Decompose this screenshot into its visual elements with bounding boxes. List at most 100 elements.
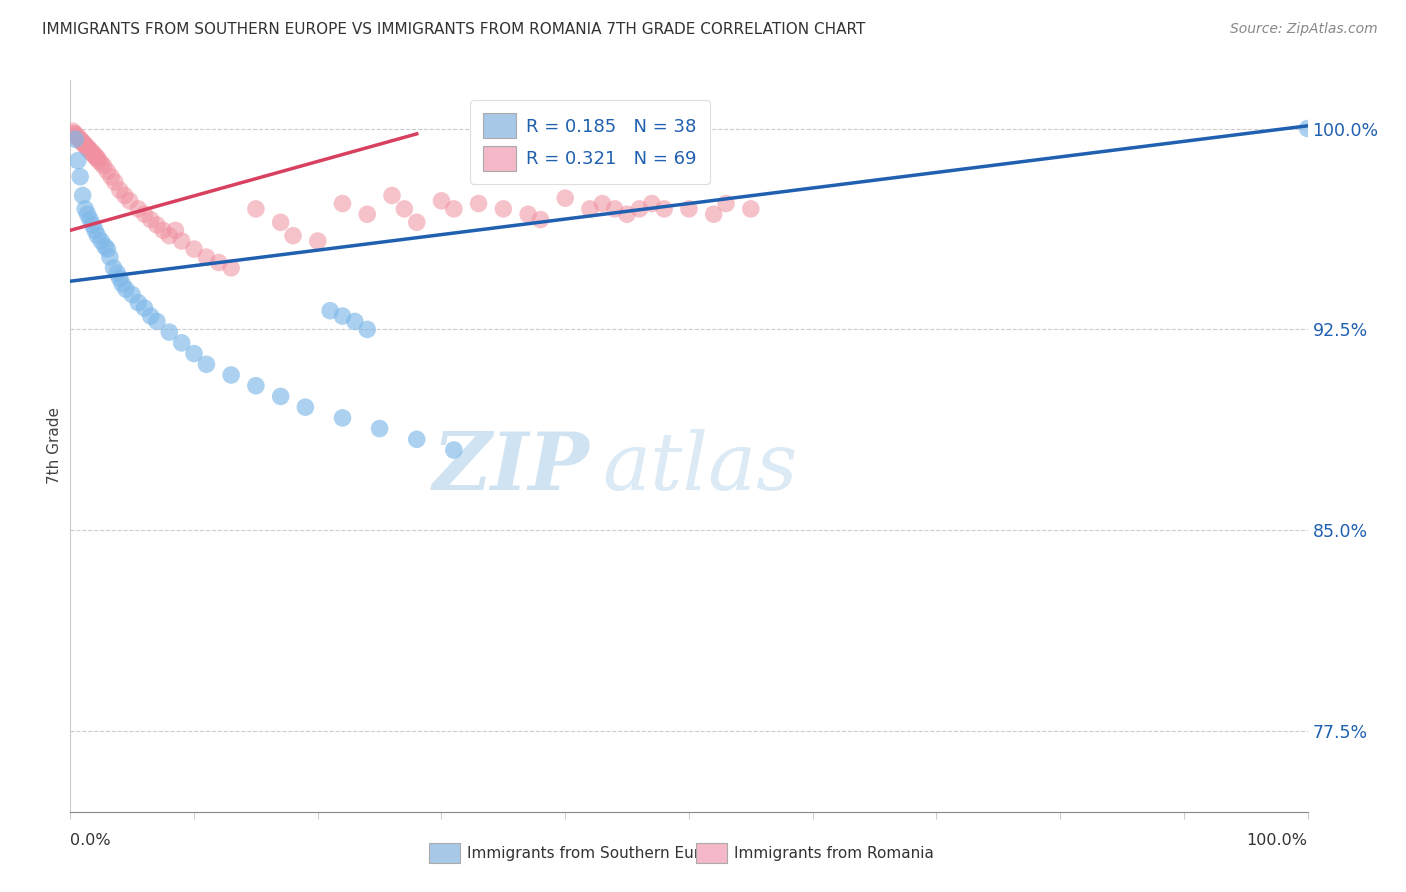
Point [332, 196, 354, 211]
Point [134, 301, 156, 315]
Point [157, 325, 180, 339]
Point [1296, 121, 1319, 136]
Point [98, 250, 121, 264]
Point [208, 255, 231, 269]
Point [87, 153, 110, 168]
Point [105, 266, 128, 280]
Point [616, 207, 638, 221]
Point [245, 378, 267, 392]
Point [96, 242, 118, 256]
Point [332, 410, 354, 425]
Point [195, 357, 218, 371]
Legend: R = 0.185   N = 38, R = 0.321   N = 69: R = 0.185 N = 38, R = 0.321 N = 69 [471, 100, 710, 184]
Point [84, 148, 107, 162]
Point [270, 215, 292, 229]
Point [108, 183, 131, 197]
Point [90, 156, 112, 170]
Point [108, 271, 131, 285]
Point [281, 228, 304, 243]
Point [307, 234, 329, 248]
Point [146, 314, 169, 328]
Point [219, 368, 242, 382]
Point [219, 260, 242, 275]
Point [356, 322, 378, 336]
Point [75, 137, 97, 152]
Point [603, 202, 626, 216]
Point [115, 282, 138, 296]
Point [104, 175, 127, 189]
Point [134, 207, 156, 221]
Text: Immigrants from Southern Europe: Immigrants from Southern Europe [467, 847, 728, 861]
Point [517, 207, 540, 221]
Point [443, 202, 465, 216]
Point [703, 207, 725, 221]
Point [157, 228, 180, 243]
Point [72, 188, 94, 202]
Point [121, 287, 143, 301]
Point [343, 314, 366, 328]
Point [69, 132, 91, 146]
Text: 0.0%: 0.0% [70, 833, 111, 848]
Point [118, 194, 141, 208]
Point [96, 164, 118, 178]
Point [332, 309, 354, 323]
Text: atlas: atlas [602, 429, 797, 507]
Text: ZIP: ZIP [433, 429, 591, 507]
Point [65, 127, 87, 141]
Point [111, 277, 134, 291]
Point [103, 260, 125, 275]
Point [62, 124, 84, 138]
Point [381, 188, 404, 202]
Y-axis label: 7th Grade: 7th Grade [46, 408, 62, 484]
Point [356, 207, 378, 221]
Point [63, 127, 86, 141]
Point [76, 140, 98, 154]
Point [394, 202, 416, 216]
Point [139, 309, 162, 323]
Point [405, 215, 427, 229]
Point [90, 234, 112, 248]
Point [127, 202, 149, 216]
Point [170, 335, 193, 350]
Point [740, 202, 762, 216]
Point [67, 132, 90, 146]
Text: 100.0%: 100.0% [1247, 833, 1308, 848]
Point [294, 400, 316, 414]
Point [270, 389, 292, 403]
Point [65, 132, 87, 146]
Point [72, 135, 94, 149]
Point [75, 140, 97, 154]
Text: IMMIGRANTS FROM SOUTHERN EUROPE VS IMMIGRANTS FROM ROMANIA 7TH GRADE CORRELATION: IMMIGRANTS FROM SOUTHERN EUROPE VS IMMIG… [42, 22, 866, 37]
Point [628, 202, 651, 216]
Point [79, 212, 101, 227]
Point [82, 145, 104, 160]
Text: Immigrants from Romania: Immigrants from Romania [734, 847, 934, 861]
Point [529, 212, 551, 227]
Point [79, 143, 101, 157]
Point [94, 239, 117, 253]
Point [80, 145, 103, 160]
Point [82, 218, 104, 232]
Point [678, 202, 700, 216]
Point [69, 169, 91, 184]
Point [86, 151, 108, 165]
Point [170, 234, 193, 248]
Point [84, 223, 107, 237]
Point [66, 153, 89, 168]
Point [76, 207, 98, 221]
Point [75, 202, 97, 216]
Point [554, 191, 576, 205]
Point [127, 295, 149, 310]
Point [146, 218, 169, 232]
Point [183, 242, 205, 256]
Point [183, 346, 205, 360]
Point [467, 196, 489, 211]
Point [245, 202, 267, 216]
Point [84, 151, 107, 165]
Point [195, 250, 218, 264]
Point [139, 212, 162, 227]
Point [73, 137, 96, 152]
Point [93, 159, 115, 173]
Point [652, 202, 675, 216]
Point [65, 129, 87, 144]
